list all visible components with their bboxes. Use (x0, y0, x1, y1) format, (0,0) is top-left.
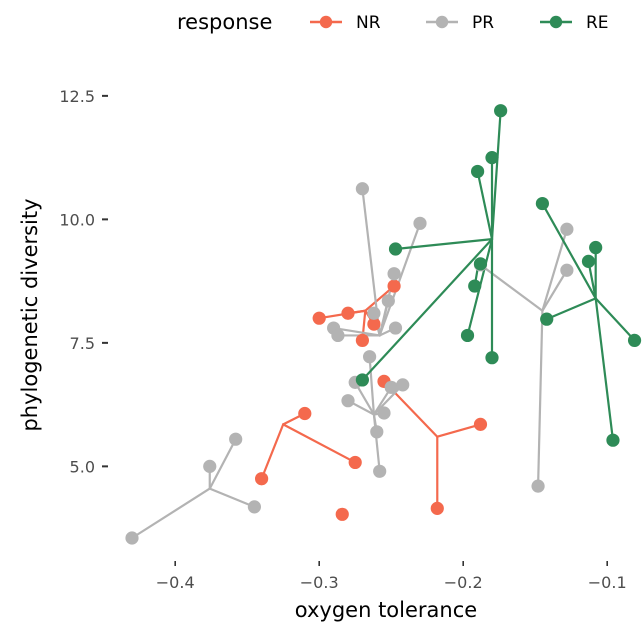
y-tick-label: 10.0 (59, 210, 95, 229)
data-point (387, 267, 401, 281)
link-line (282, 423, 357, 464)
legend-marker-re (549, 15, 563, 29)
link-line (208, 438, 237, 490)
x-axis: −0.4 −0.3 −0.2 −0.1 (156, 561, 627, 592)
data-point (494, 104, 508, 118)
data-point (413, 216, 427, 230)
y-tick-label: 5.0 (70, 457, 95, 476)
link-line (479, 263, 544, 312)
data-point (229, 432, 243, 446)
link-line (361, 238, 494, 382)
data-point (460, 328, 475, 343)
data-point (355, 373, 369, 387)
data-point (384, 380, 398, 394)
link-line (368, 355, 376, 416)
data-point (363, 350, 377, 364)
series-pr (130, 187, 568, 540)
series-nr (260, 284, 482, 510)
data-point (589, 240, 603, 255)
link-line (332, 326, 381, 337)
data-point (627, 333, 642, 347)
data-point (125, 531, 139, 545)
link-line (436, 423, 482, 438)
data-point (387, 279, 401, 293)
link-line (541, 202, 597, 300)
data-point (473, 417, 488, 431)
data-point (247, 500, 261, 514)
data-point (535, 196, 550, 211)
data-point (560, 222, 574, 236)
legend-marker-nr (319, 15, 333, 29)
legend-marker-pr (435, 15, 449, 29)
x-tick-label: −0.4 (156, 573, 195, 592)
points-pr (125, 182, 574, 545)
data-point (367, 306, 381, 320)
data-point (485, 151, 499, 165)
points-re (355, 104, 642, 447)
data-point (341, 306, 355, 320)
data-point (355, 182, 369, 196)
legend-title: response (177, 10, 272, 34)
link-line (545, 297, 597, 321)
x-tick-label: −0.3 (300, 573, 339, 592)
data-point (367, 317, 381, 331)
data-point (335, 507, 349, 521)
data-point (255, 472, 269, 486)
data-point (388, 242, 403, 256)
y-tick-label: 12.5 (59, 87, 95, 106)
legend-item-re: RE (540, 13, 609, 33)
data-point (531, 479, 545, 493)
link-line (541, 269, 568, 312)
data-point (473, 257, 488, 271)
data-point (312, 311, 326, 325)
data-point (468, 279, 482, 293)
data-point (373, 464, 387, 478)
data-point (377, 406, 391, 420)
y-tick-label: 7.5 (70, 334, 95, 353)
link-line (394, 238, 494, 251)
link-line (378, 222, 422, 337)
plot-area (125, 104, 642, 545)
data-point (560, 263, 574, 277)
data-point (606, 433, 620, 447)
legend-item-nr: NR (310, 13, 381, 33)
x-axis-title: oxygen tolerance (295, 598, 477, 622)
data-point (341, 394, 355, 408)
y-axis-title: phylogenetic diversity (18, 198, 42, 431)
data-point (471, 164, 485, 179)
data-point (348, 455, 362, 470)
x-tick-label: −0.2 (444, 573, 483, 592)
legend-label-re: RE (586, 13, 609, 33)
link-line (536, 309, 544, 488)
data-point (298, 406, 312, 421)
link-line (541, 228, 568, 312)
data-point (396, 378, 410, 392)
data-point (370, 425, 384, 439)
link-line (208, 487, 256, 508)
x-tick-label: −0.1 (588, 573, 627, 592)
link-line (594, 297, 636, 342)
data-point (540, 312, 554, 326)
legend: response NR PR RE (177, 10, 609, 34)
data-point (203, 459, 217, 473)
data-point (430, 501, 444, 515)
link-line (476, 170, 494, 241)
legend-label-pr: PR (472, 13, 494, 33)
data-point (485, 351, 499, 365)
legend-label-nr: NR (356, 13, 381, 33)
data-point (331, 328, 345, 343)
link-line (490, 109, 502, 241)
data-point (581, 254, 596, 268)
y-axis: 5.0 7.5 10.0 12.5 (59, 87, 108, 476)
link-line (130, 487, 211, 540)
link-line (594, 297, 615, 442)
points-nr (255, 279, 488, 521)
link-line (372, 413, 381, 473)
data-point (355, 333, 369, 347)
legend-item-pr: PR (426, 13, 494, 33)
data-point (388, 321, 403, 335)
data-point (381, 294, 395, 308)
link-line (260, 423, 285, 480)
